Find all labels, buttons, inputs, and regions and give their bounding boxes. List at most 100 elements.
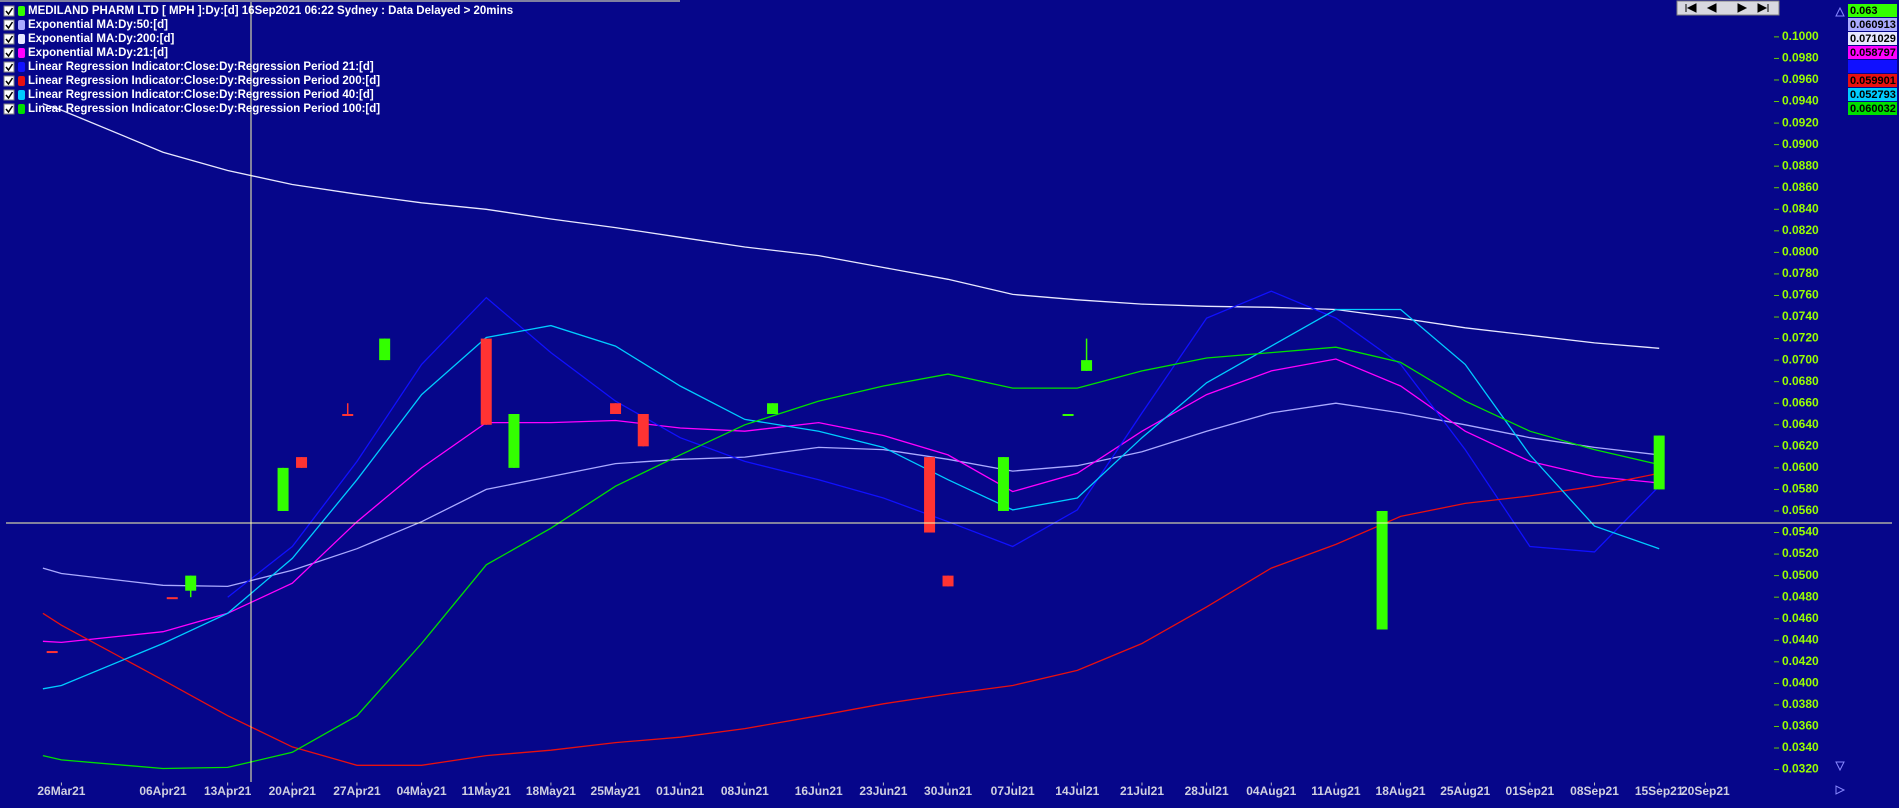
y-tick-label: 0.0500 [1782,568,1819,582]
indicator-line [42,346,1660,770]
y-tick-label: 0.0560 [1782,503,1819,517]
x-tick-label: 11Aug21 [1311,784,1361,798]
y-tick-label: 0.0640 [1782,417,1819,431]
y-tick-label: 0.0820 [1782,223,1819,237]
y-tick-label: 0.0520 [1782,546,1819,560]
nav-bar[interactable] [1676,0,1780,16]
navigation-buttons[interactable] [1676,0,1780,16]
price-box [1848,18,1897,31]
x-tick-label: 26Mar21 [37,784,85,798]
price-box [1848,60,1897,73]
scroll-down[interactable] [1835,761,1845,772]
y-tick-label: 0.0420 [1782,654,1819,668]
y-tick-label: 0.0800 [1782,245,1819,259]
y-tick-label: 0.0960 [1782,72,1819,86]
candle-body [997,457,1009,511]
price-box-label: 0.059901 [1850,75,1896,87]
indicator-line [42,358,1660,644]
x-tick-label: 20Sep21 [1681,784,1730,798]
x-tick-label: 21Jul21 [1120,784,1164,798]
candle-body [342,413,354,416]
x-tick-label: 08Sep21 [1570,784,1619,798]
scroll-up[interactable] [1835,6,1845,17]
legend-label: MEDILAND PHARM LTD [ MPH ]:Dy:[d] 16Sep2… [28,5,513,17]
y-tick-label: 0.0460 [1782,611,1819,625]
price-box-label: 0.052793 [1850,89,1896,101]
x-tick-label: 18Aug21 [1376,784,1426,798]
price-box [1848,4,1897,17]
candle-body [277,467,289,511]
x-tick-label: 04May21 [397,784,447,798]
x-tick-label: 25Aug21 [1440,784,1490,798]
y-tick-label: 0.0860 [1782,180,1819,194]
candle-body [1653,435,1665,490]
y-tick-label: 0.0880 [1782,158,1819,172]
candle-body [1081,360,1093,371]
y-tick-label: 0.0480 [1782,589,1819,603]
nav-arrows[interactable] [1685,3,1769,13]
candle-body [942,575,954,587]
legend-label: Linear Regression Indicator:Close:Dy:Reg… [28,89,374,101]
y-tick-label: 0.0600 [1782,460,1819,474]
legend-swatch [18,76,25,86]
legend: MEDILAND PHARM LTD [ MPH ]:Dy:[d] 16Sep2… [3,5,513,115]
legend-check [5,21,14,30]
x-tick-label: 27Apr21 [333,784,381,798]
legend-label: Linear Regression Indicator:Close:Dy:Reg… [28,75,380,87]
legend-checkbox [3,5,15,17]
x-tick-label: 08Jun21 [721,784,769,798]
legend-checkbox [3,89,15,101]
y-tick-label: 0.0680 [1782,374,1819,388]
x-tick-label: 01Jun21 [656,784,704,798]
y-tick-label: 0.0920 [1782,115,1819,129]
y-tick-label: 0.0360 [1782,719,1819,733]
y-tick-label: 0.0580 [1782,482,1819,496]
axes: 0.0320 0.0340 0.0360 0.0380 0.0400 0.0420 0.04… [37,4,1897,798]
x-tick-label: 01Sep21 [1506,784,1555,798]
indicator-line [42,402,1660,588]
y-tick-label: 0.0740 [1782,309,1819,323]
legend-swatch [18,62,25,72]
indicator-line [42,308,1660,690]
candle-body [166,597,178,600]
y-tick-label: 0.0940 [1782,94,1819,108]
x-tick-label: 11May21 [462,784,512,798]
y-tick-label: 0.0660 [1782,395,1819,409]
legend-checkbox [3,61,15,73]
x-tick-label: 15Sep21 [1635,784,1684,798]
plot-area [42,103,1665,770]
price-box [1848,74,1897,87]
price-box-label: 0.058797 [1850,47,1896,59]
scroll-right[interactable] [1835,785,1846,795]
y-tick-label: 0.0320 [1782,762,1819,776]
candle-body [379,338,391,361]
candle-body [185,575,197,591]
y-tick-label: 0.1000 [1782,29,1819,43]
y-tick-label: 0.0980 [1782,51,1819,65]
y-tick-label: 0.0440 [1782,632,1819,646]
candle-body [767,403,779,414]
legend-check [5,105,14,114]
legend-swatch [18,34,25,44]
legend-checkbox [3,19,15,31]
price-box-label: 0.063 [1850,5,1878,17]
legend-check [5,63,14,72]
legend-check [5,49,14,58]
legend-label: Exponential MA:Dy:50:[d] [28,19,168,31]
y-tick-label: 0.0780 [1782,266,1819,280]
price-box [1848,32,1897,45]
y-tick-label: 0.0340 [1782,740,1819,754]
price-box [1848,88,1897,101]
legend-label: Exponential MA:Dy:21:[d] [28,47,168,59]
y-tick-label: 0.0760 [1782,288,1819,302]
indicator-line [42,472,1660,766]
indicator-line [227,290,1660,598]
candle-body [480,338,492,425]
legend-swatch [18,48,25,58]
legend-swatch [18,90,25,100]
y-tick-label: 0.0840 [1782,201,1819,215]
legend-swatch [18,104,25,114]
